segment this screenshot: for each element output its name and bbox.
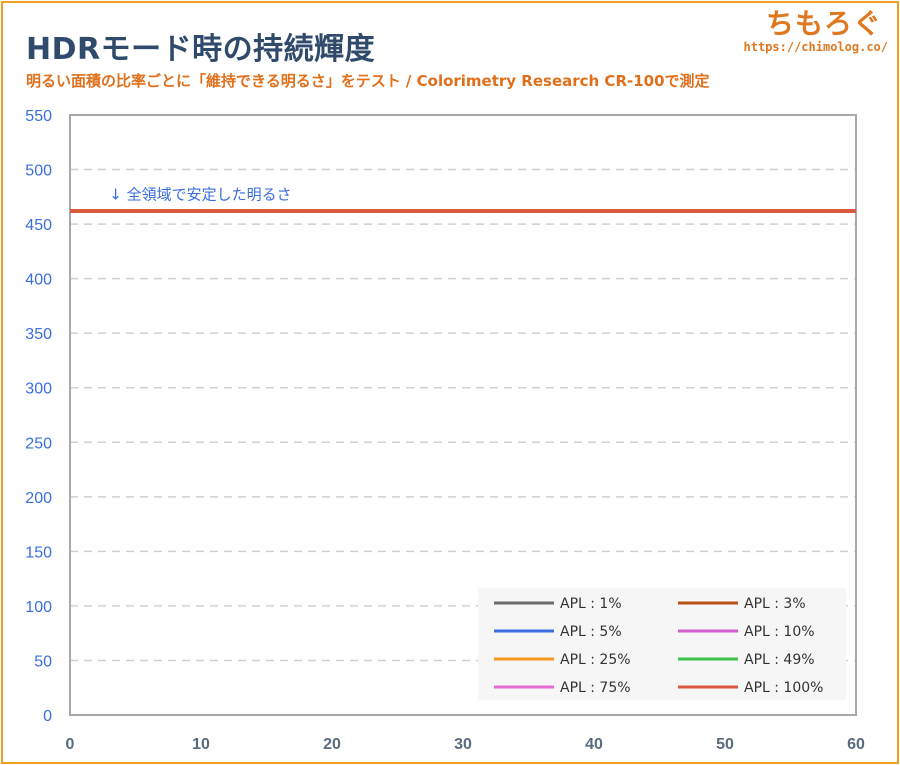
y-tick-label: 450	[25, 217, 52, 234]
legend-box	[478, 588, 846, 700]
y-tick-label: 250	[25, 435, 52, 452]
y-tick-label: 500	[25, 163, 52, 180]
chart-subtitle: 明るい面積の比率ごとに「維持できる明るさ」をテスト / Colorimetry …	[26, 72, 710, 90]
plot-border	[69, 114, 857, 716]
brand-url: https://chimolog.co/	[743, 40, 889, 54]
legend-label: APL : 49%	[744, 652, 815, 668]
brand-logo: ちもろぐ	[765, 7, 882, 40]
y-tick-label: 150	[25, 544, 52, 561]
legend-label: APL : 3%	[744, 596, 806, 612]
x-tick-label: 50	[716, 736, 734, 753]
x-tick-label: 30	[454, 736, 472, 753]
y-tick-label: 0	[43, 708, 52, 725]
x-tick-label: 60	[847, 736, 865, 753]
y-tick-label: 550	[25, 108, 52, 125]
y-tick-label: 200	[25, 490, 52, 507]
legend-label: APL : 1%	[560, 596, 622, 612]
x-tick-label: 20	[323, 736, 341, 753]
y-tick-label: 50	[34, 653, 52, 670]
legend-label: APL : 10%	[744, 624, 815, 640]
legend-label: APL : 75%	[560, 680, 631, 696]
x-tick-label: 40	[585, 736, 603, 753]
legend-label: APL : 25%	[560, 652, 631, 668]
chart-title: HDRモード時の持続輝度	[26, 32, 376, 67]
y-tick-label: 350	[25, 326, 52, 343]
legend-label: APL : 100%	[744, 680, 823, 696]
x-tick-label: 0	[66, 736, 75, 753]
y-tick-label: 100	[25, 599, 52, 616]
chart-annotation: ↓ 全領域で安定した明るさ	[109, 186, 291, 204]
x-tick-label: 10	[192, 736, 210, 753]
y-tick-label: 300	[25, 381, 52, 398]
y-tick-label: 400	[25, 272, 52, 289]
legend-label: APL : 5%	[560, 624, 622, 640]
